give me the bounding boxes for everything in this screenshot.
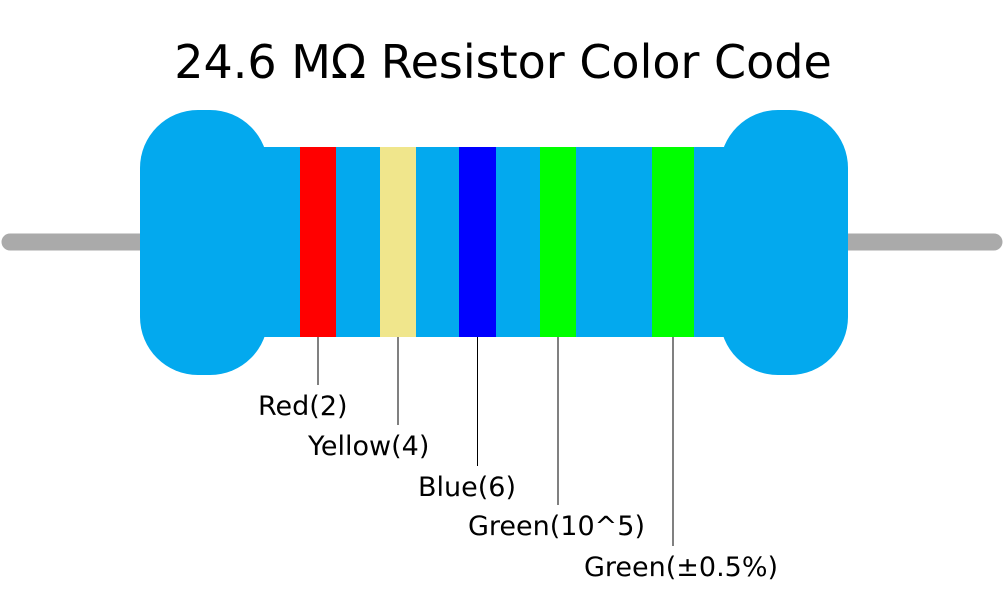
band — [459, 147, 496, 337]
band — [300, 147, 336, 337]
title: 24.6 MΩ Resistor Color Code — [174, 35, 832, 89]
band-label: Red(2) — [258, 391, 348, 422]
band-label: Blue(6) — [418, 472, 516, 503]
band-label: Green(10^5) — [468, 511, 645, 542]
band — [652, 147, 694, 337]
body-left-cap — [140, 110, 268, 375]
bands: Red(2) Yellow(4) Blue(6) Green(10^5) Green(±… — [258, 147, 778, 583]
band — [380, 147, 416, 337]
band — [540, 147, 576, 337]
body-right-cap — [720, 110, 848, 375]
band-label: Green(±0.5%) — [584, 552, 778, 583]
band-label: Yellow(4) — [307, 431, 429, 462]
